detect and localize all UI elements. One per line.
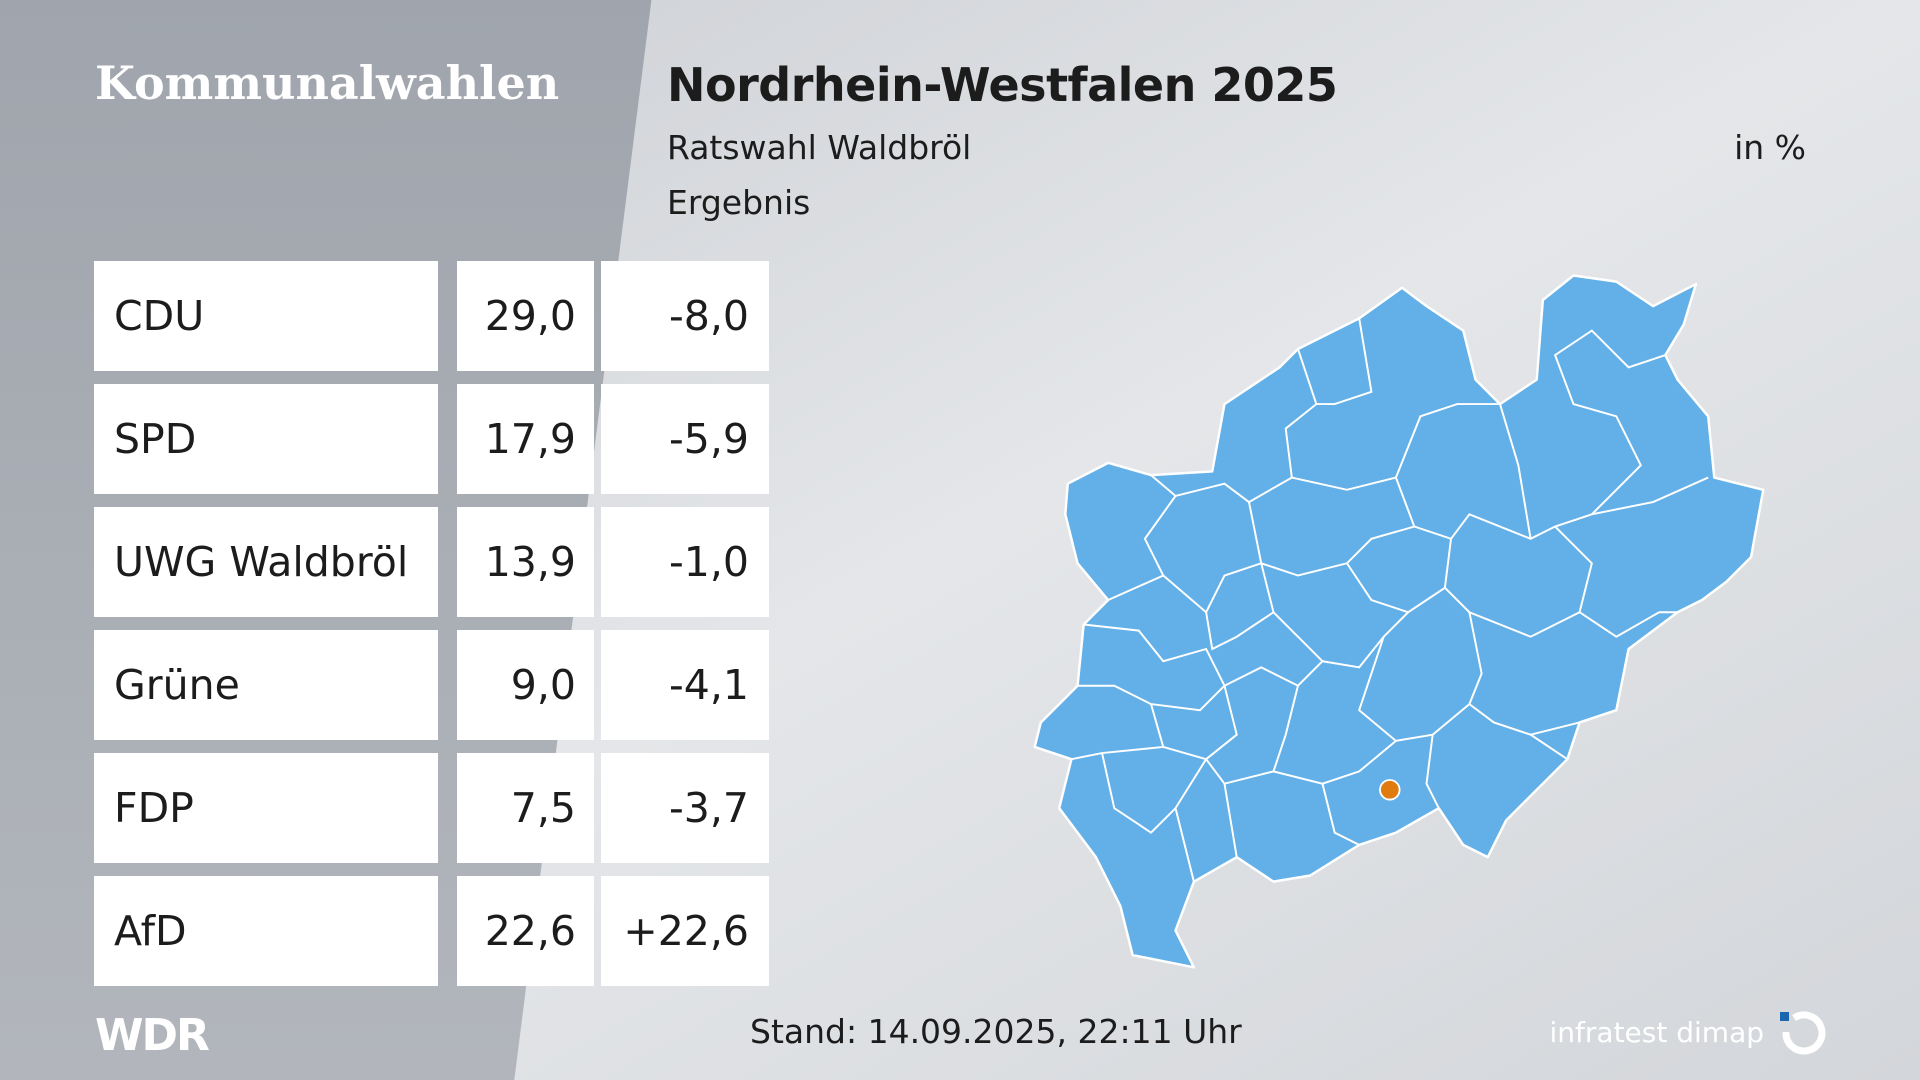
share-cell: 9,0 — [457, 630, 594, 740]
change-cell: +22,6 — [601, 876, 769, 986]
map — [1033, 274, 1765, 969]
party-cell: AfD — [94, 876, 438, 986]
change-cell: -4,1 — [601, 630, 769, 740]
change-cell: -3,7 — [601, 753, 769, 863]
party-cell: CDU — [94, 261, 438, 371]
change-cell: -1,0 — [601, 507, 769, 617]
share-cell: 7,5 — [457, 753, 594, 863]
party-cell: SPD — [94, 384, 438, 494]
timestamp: Stand: 14.09.2025, 22:11 Uhr — [750, 1012, 1242, 1051]
share-cell: 17,9 — [457, 384, 594, 494]
source-logo: infratest dimap — [1549, 1016, 1764, 1049]
location-marker — [1379, 779, 1401, 801]
district-borders — [1071, 318, 1709, 882]
party-cell: Grüne — [94, 630, 438, 740]
change-cell: -5,9 — [601, 384, 769, 494]
section-title: Kommunalwahlen — [95, 56, 560, 110]
title: Nordrhein-Westfalen 2025 — [667, 58, 1338, 112]
broadcaster-logo: WDR — [95, 1010, 210, 1061]
unit: in % — [1734, 128, 1806, 167]
share-cell: 29,0 — [457, 261, 594, 371]
source-icon-square — [1780, 1012, 1789, 1021]
share-cell: 13,9 — [457, 507, 594, 617]
result-label: Ergebnis — [667, 183, 811, 222]
change-cell: -8,0 — [601, 261, 769, 371]
share-cell: 22,6 — [457, 876, 594, 986]
party-cell: FDP — [94, 753, 438, 863]
source-icon — [1780, 1011, 1826, 1055]
source-icon-arc — [1782, 1011, 1826, 1055]
subtitle: Ratswahl Waldbröl — [667, 128, 972, 167]
party-cell: UWG Waldbröl — [94, 507, 438, 617]
